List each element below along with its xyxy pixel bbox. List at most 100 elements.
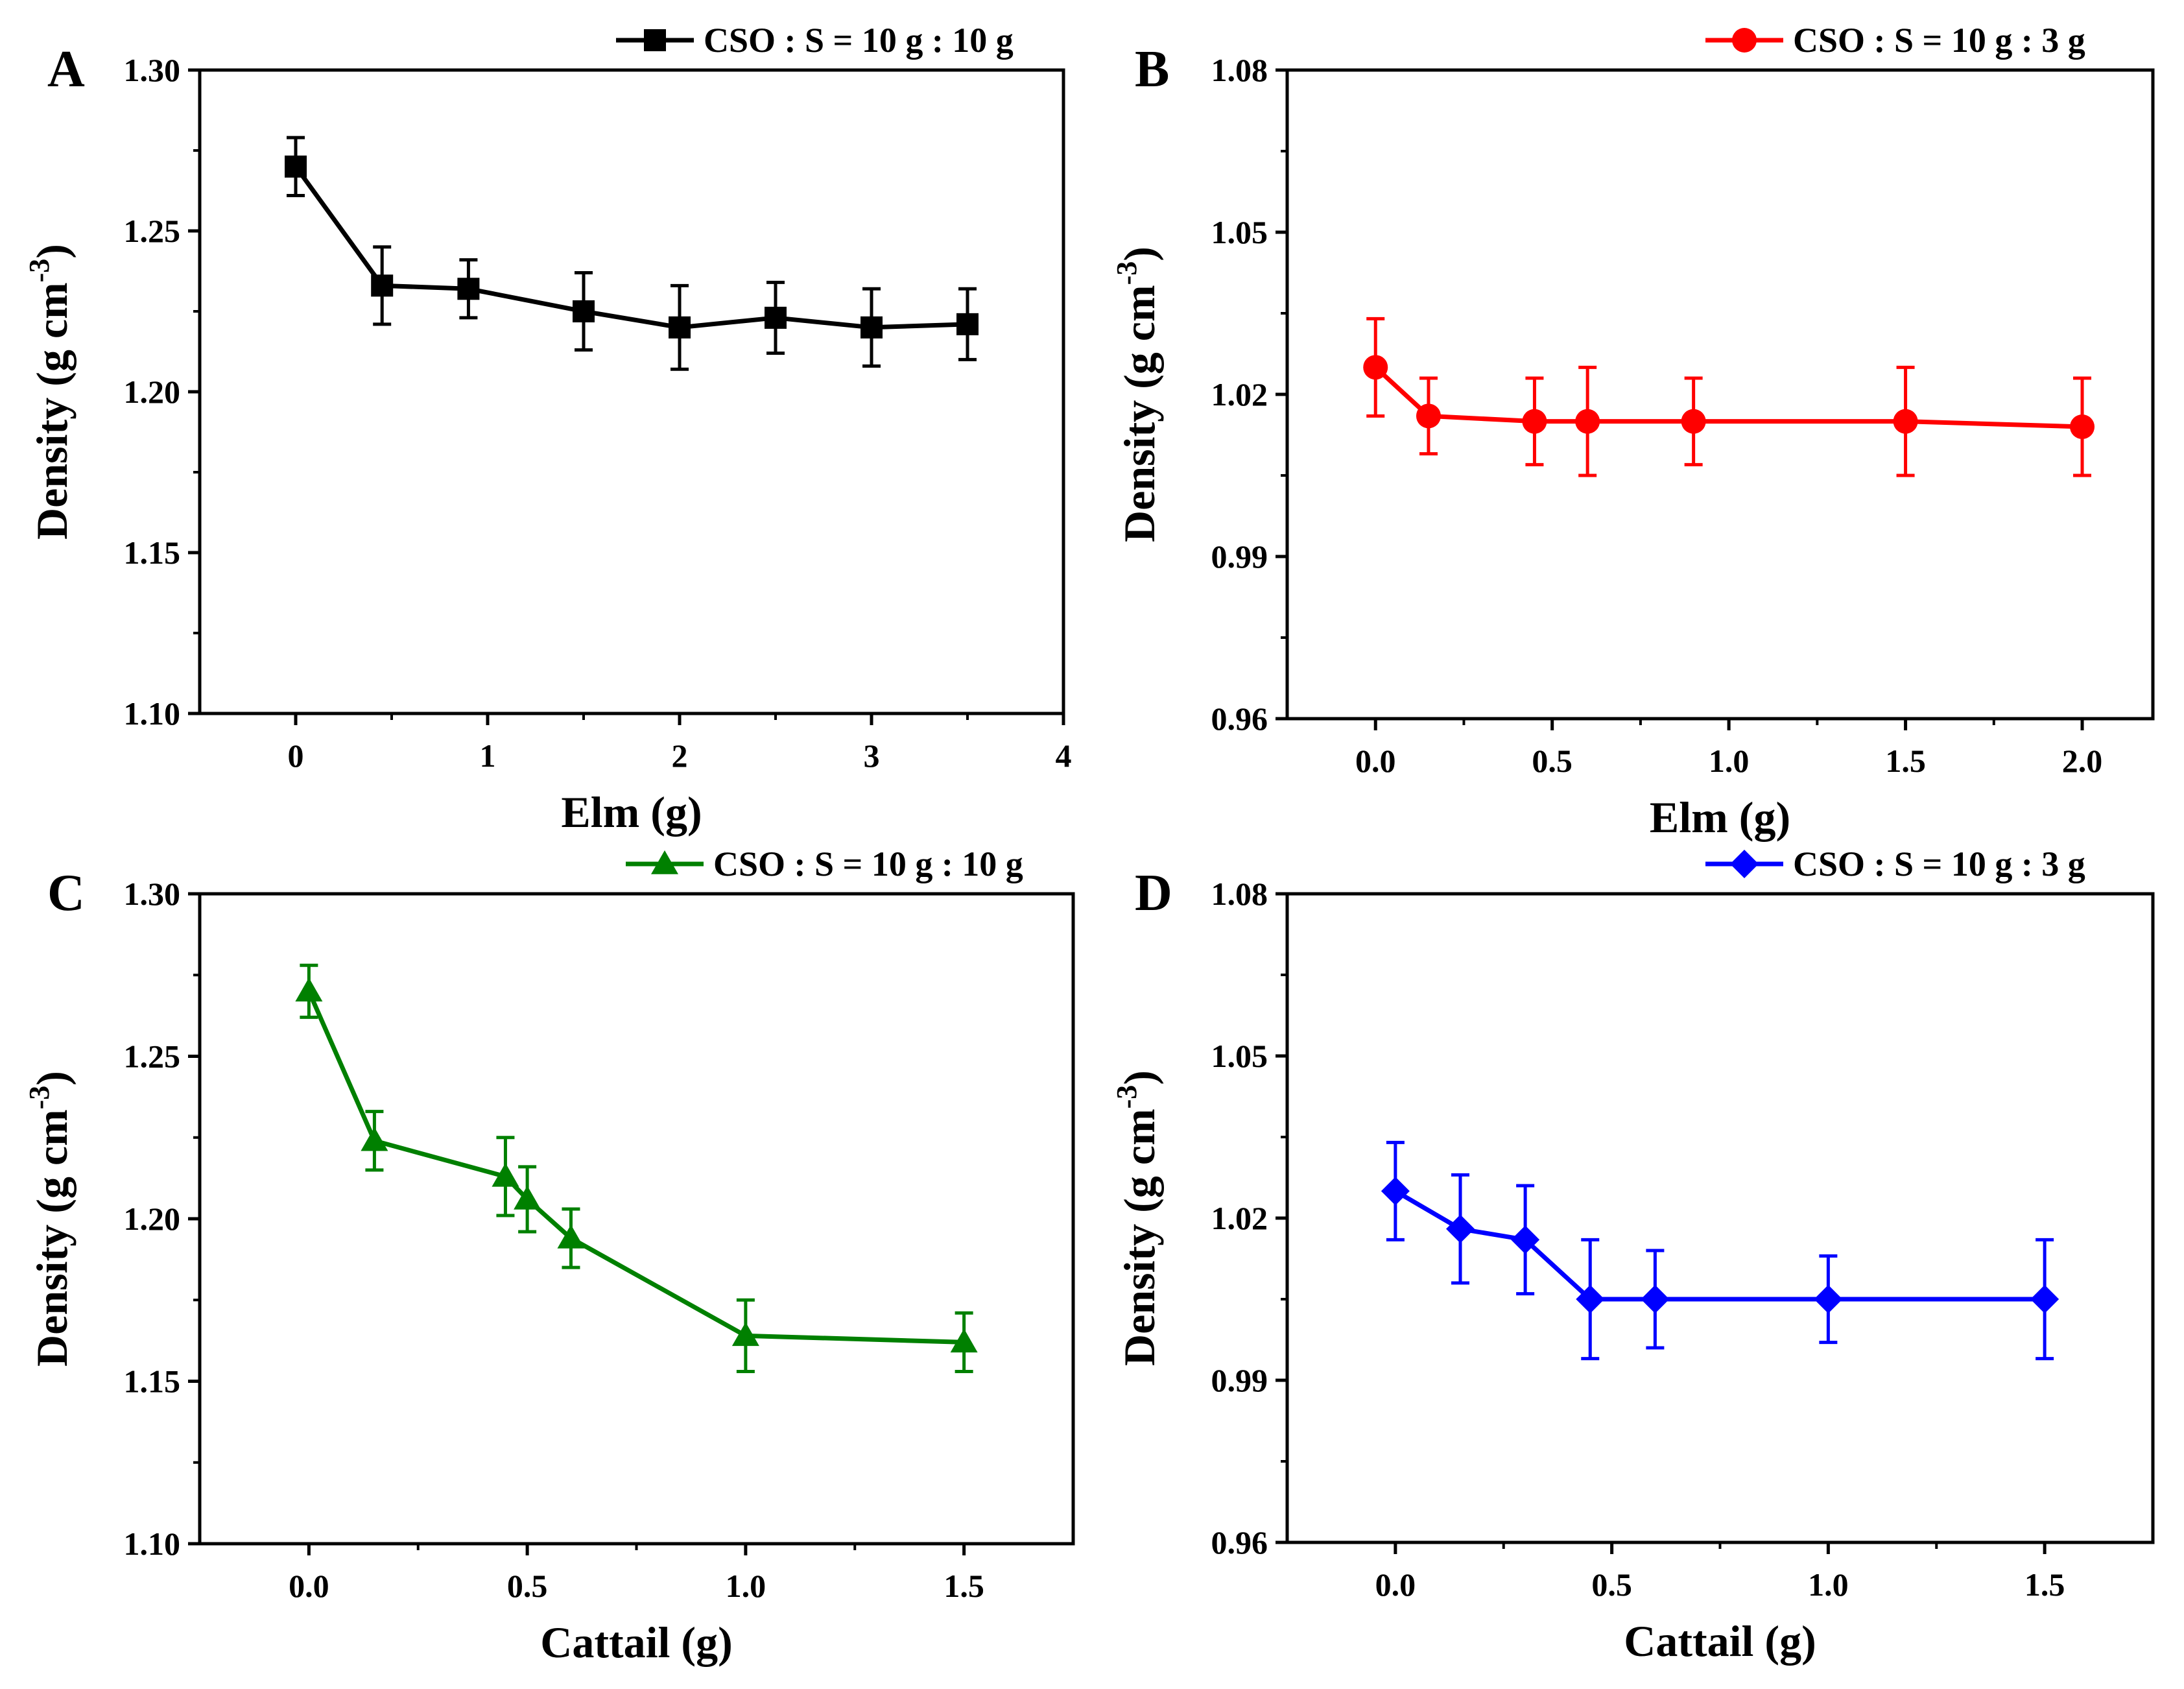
data-point [731, 1322, 759, 1347]
legend: CSO : S = 10 g : 3 g [1705, 21, 2085, 60]
y-tick-label: 1.05 [1211, 214, 1268, 250]
legend: CSO : S = 10 g : 10 g [626, 844, 1023, 883]
x-tick-label: 1.5 [1885, 743, 1926, 779]
y-tick-label: 1.08 [1211, 52, 1268, 88]
panel-letter: A [47, 41, 85, 98]
data-point [557, 1225, 585, 1249]
y-tick-label: 0.99 [1211, 1362, 1268, 1398]
legend: CSO : S = 10 g : 10 g [616, 21, 1014, 60]
data-point [956, 313, 979, 335]
legend-marker [651, 850, 678, 874]
x-tick-label: 1.0 [1709, 743, 1750, 779]
panel-c: 0.0 0.5 1.0 1.5 1.10 1.15 1.20 1.25 1.30 C Cattail… [23, 844, 1075, 1667]
panel-b: 0.0 0.5 1.0 1.5 2.0 0.96 0.99 1.02 1.05 1.08 B Elm … [1111, 21, 2155, 842]
data-point [1363, 355, 1388, 380]
x-tick-label: 1.5 [944, 1568, 984, 1604]
y-tick-label: 1.30 [124, 52, 181, 88]
data-point [1381, 1177, 1410, 1206]
x-tick-label: 4 [1056, 737, 1072, 774]
data-point [1893, 409, 1918, 434]
panel-a: 0 1 2 3 4 1.10 1.15 1.20 1.25 1.30 A Elm (g) Density… [23, 21, 1072, 837]
y-tick-label: 1.10 [124, 695, 181, 732]
x-tick-label: 0.5 [507, 1568, 548, 1604]
y-axis-title-main: Density (g cm [27, 1109, 77, 1367]
y-tick-label: 1.20 [124, 1201, 181, 1237]
data-point [1814, 1285, 1843, 1313]
data-point [1576, 1285, 1605, 1313]
x-tick-label: 0.5 [1532, 743, 1573, 779]
y-axis-title-sup: -3 [1111, 261, 1143, 285]
legend-marker [1732, 28, 1757, 53]
x-tick-label: 3 [864, 737, 880, 774]
y-tick-label: 1.15 [124, 1363, 181, 1400]
x-axis-title: Elm (g) [1650, 793, 1790, 842]
legend: CSO : S = 10 g : 3 g [1705, 844, 2085, 883]
x-axis-title: Cattail (g) [540, 1618, 732, 1667]
x-tick-label: 1.0 [726, 1568, 766, 1604]
y-axis-title-sup: -3 [23, 259, 55, 283]
x-tick-label: 2 [672, 737, 688, 774]
y-tick-label: 1.10 [124, 1526, 181, 1562]
x-tick-label: 0 [288, 737, 304, 774]
data-point [669, 316, 691, 339]
data-point [514, 1185, 541, 1210]
x-tick-label: 0.5 [1591, 1566, 1632, 1603]
x-tick-label: 0.0 [1375, 1566, 1416, 1603]
data-point [1522, 409, 1547, 434]
y-tick-label: 0.99 [1211, 538, 1268, 575]
x-tick-label: 1 [480, 737, 496, 774]
data-point [361, 1127, 388, 1151]
data-point [2070, 414, 2095, 439]
data-point [1575, 409, 1600, 434]
y-axis-title: Density (g cm-3) [23, 1071, 77, 1367]
y-tick-label: 1.25 [124, 213, 181, 249]
legend-label: CSO : S = 10 g : 10 g [704, 21, 1014, 60]
x-tick-label: 1.0 [1808, 1566, 1849, 1603]
y-tick-label: 1.25 [124, 1038, 181, 1075]
data-point [1681, 409, 1706, 434]
panel-letter: C [47, 865, 85, 922]
y-axis-title-close: ) [27, 1071, 77, 1086]
y-tick-label: 1.08 [1211, 876, 1268, 912]
legend-label: CSO : S = 10 g : 3 g [1793, 844, 2085, 883]
y-axis-title: Density (g cm-3) [1111, 246, 1164, 542]
x-tick-label: 2.0 [2062, 743, 2103, 779]
x-tick-label: 0.0 [1355, 743, 1396, 779]
data-point [371, 274, 394, 297]
y-axis-title-close: ) [1115, 246, 1164, 261]
y-tick-label: 1.05 [1211, 1038, 1268, 1074]
data-point [457, 278, 480, 300]
data-point [295, 977, 323, 1002]
y-tick-label: 0.96 [1211, 701, 1268, 737]
data-point [1641, 1285, 1670, 1313]
data-point [2030, 1285, 2059, 1313]
legend-marker [1730, 850, 1759, 878]
y-axis-title-main: Density (g cm [1115, 285, 1164, 542]
data-point [1446, 1214, 1475, 1243]
y-axis-title-main: Density (g cm [1115, 1108, 1164, 1366]
y-tick-label: 1.20 [124, 374, 181, 410]
legend-label: CSO : S = 10 g : 10 g [713, 844, 1023, 883]
y-tick-label: 1.15 [124, 534, 181, 571]
y-tick-label: 1.30 [124, 876, 181, 912]
legend-label: CSO : S = 10 g : 3 g [1793, 21, 2085, 60]
y-axis-title: Density (g cm-3) [1111, 1070, 1164, 1366]
x-axis-title: Elm (g) [561, 787, 702, 837]
x-tick-label: 0.0 [289, 1568, 329, 1604]
y-axis-title-close: ) [27, 244, 77, 259]
series-line [294, 165, 968, 330]
y-axis-title-sup: -3 [23, 1086, 55, 1110]
panel-letter: D [1135, 865, 1172, 922]
data-point [573, 300, 595, 322]
y-axis-title-close: ) [1115, 1070, 1164, 1085]
data-point [1511, 1225, 1540, 1254]
data-point [765, 306, 787, 329]
data-point [1416, 403, 1441, 429]
data-point [950, 1328, 978, 1353]
x-tick-label: 1.5 [2024, 1566, 2065, 1603]
y-axis-title-sup: -3 [1111, 1085, 1143, 1109]
data-point [492, 1162, 519, 1187]
data-point [861, 316, 883, 339]
y-axis-title: Density (g cm-3) [23, 244, 77, 540]
